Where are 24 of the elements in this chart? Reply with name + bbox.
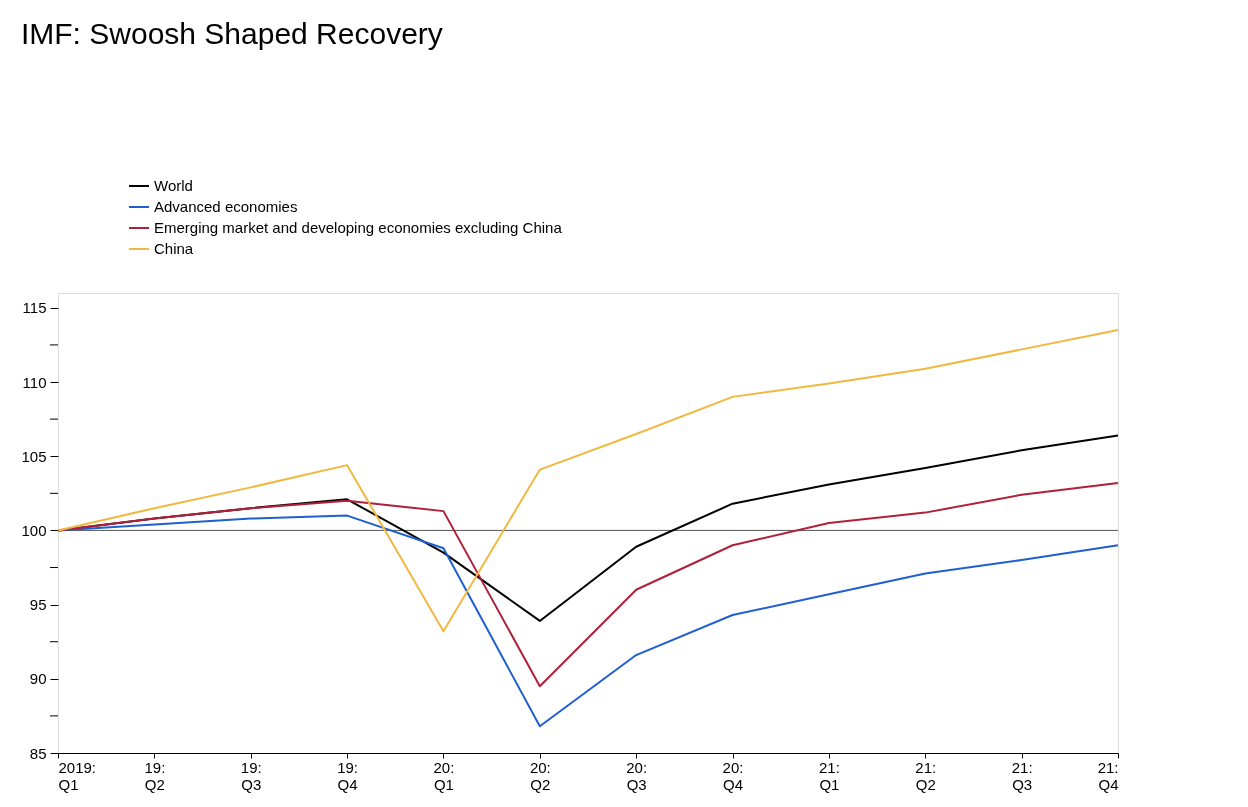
x-tick-label: 20: Q4 xyxy=(722,758,744,793)
legend-label: Advanced economies xyxy=(154,198,298,215)
y-tick-label: 115 xyxy=(22,299,47,317)
x-tick-label: 19: Q4 xyxy=(337,758,359,793)
chart-title: IMF: Swoosh Shaped Recovery xyxy=(20,17,443,50)
x-tick-label: 19: Q2 xyxy=(144,758,166,793)
x-tick-label: 20: Q3 xyxy=(626,758,648,793)
x-tick-label: 20: Q2 xyxy=(529,758,551,793)
x-tick-label: 21: Q4 xyxy=(1097,758,1119,793)
y-tick-label: 110 xyxy=(22,373,47,391)
y-tick-label: 100 xyxy=(21,521,47,539)
y-tick-label: 105 xyxy=(21,447,47,465)
x-tick-label: 20: Q1 xyxy=(433,758,455,793)
x-tick-label: 21: Q3 xyxy=(1011,758,1033,793)
y-tick-label: 95 xyxy=(29,596,47,614)
x-tick-label: 21: Q1 xyxy=(818,758,840,793)
x-tick-label: 21: Q2 xyxy=(915,758,937,793)
x-tick-label: 2019: Q1 xyxy=(58,758,97,793)
y-tick-label: 90 xyxy=(29,670,47,688)
legend-label: China xyxy=(154,240,194,257)
legend-label: Emerging market and developing economies excluding China xyxy=(154,219,563,236)
y-tick-label: 85 xyxy=(29,744,47,762)
x-tick-label: 19: Q3 xyxy=(240,758,262,793)
legend-label: World xyxy=(154,177,193,194)
